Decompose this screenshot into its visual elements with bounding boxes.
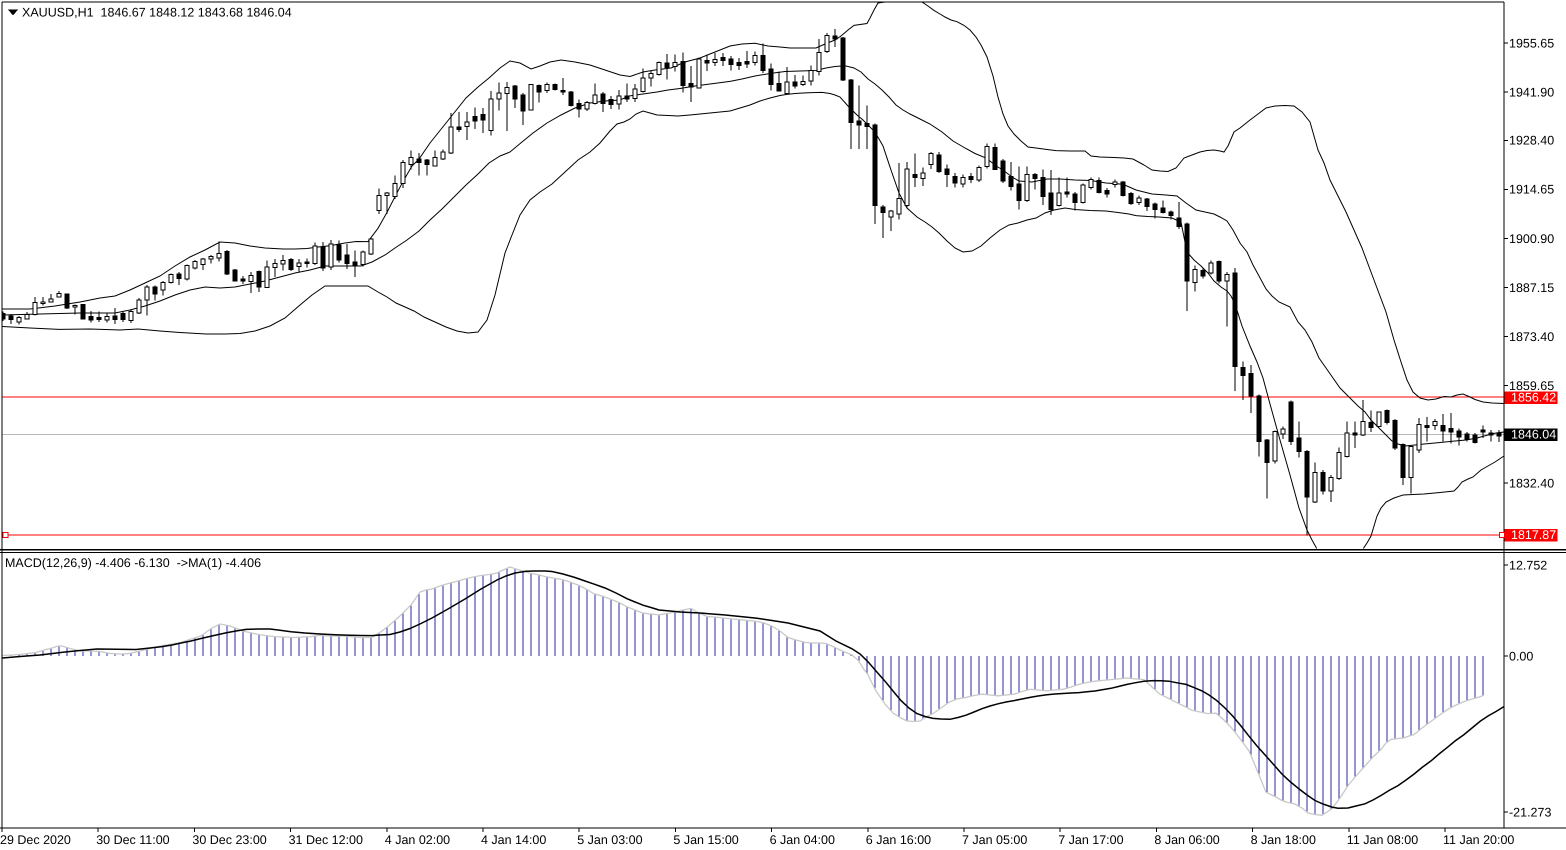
svg-text:1900.90: 1900.90 [1509,232,1554,246]
svg-text:31 Dec 12:00: 31 Dec 12:00 [289,833,363,847]
svg-text:1955.65: 1955.65 [1509,36,1554,50]
svg-text:4 Jan 02:00: 4 Jan 02:00 [385,833,450,847]
svg-text:8 Jan 18:00: 8 Jan 18:00 [1251,833,1316,847]
svg-text:6 Jan 16:00: 6 Jan 16:00 [866,833,931,847]
svg-text:12.752: 12.752 [1509,558,1547,572]
svg-text:MACD(12,26,9) -4.406 -6.130 -: MACD(12,26,9) -4.406 -6.130 ->MA(1) -4.4… [5,556,261,570]
svg-text:1817.87: 1817.87 [1511,528,1556,542]
svg-text:11 Jan 08:00: 11 Jan 08:00 [1347,833,1418,847]
svg-text:1887.15: 1887.15 [1509,281,1554,295]
svg-text:1832.40: 1832.40 [1509,476,1554,490]
svg-text:4 Jan 14:00: 4 Jan 14:00 [481,833,546,847]
svg-text:0.00: 0.00 [1509,649,1533,663]
svg-text:1859.65: 1859.65 [1509,379,1554,393]
svg-text:-21.273: -21.273 [1509,805,1551,819]
svg-text:XAUUSD,H1 1846.67 1848.12 184: XAUUSD,H1 1846.67 1848.12 1843.68 1846.0… [22,6,292,20]
svg-text:5 Jan 03:00: 5 Jan 03:00 [577,833,642,847]
svg-text:30 Dec 11:00: 30 Dec 11:00 [96,833,169,847]
svg-text:5 Jan 15:00: 5 Jan 15:00 [673,833,738,847]
svg-text:1928.40: 1928.40 [1509,134,1554,148]
svg-text:7 Jan 05:00: 7 Jan 05:00 [962,833,1027,847]
svg-text:11 Jan 20:00: 11 Jan 20:00 [1443,833,1514,847]
svg-text:1856.42: 1856.42 [1511,391,1556,405]
svg-text:7 Jan 17:00: 7 Jan 17:00 [1058,833,1123,847]
svg-text:6 Jan 04:00: 6 Jan 04:00 [770,833,835,847]
svg-text:1941.90: 1941.90 [1509,85,1554,99]
svg-text:1873.40: 1873.40 [1509,330,1554,344]
svg-text:29 Dec 2020: 29 Dec 2020 [0,833,71,847]
svg-text:1846.04: 1846.04 [1511,428,1556,442]
svg-text:8 Jan 06:00: 8 Jan 06:00 [1154,833,1219,847]
svg-text:30 Dec 23:00: 30 Dec 23:00 [192,833,266,847]
svg-text:1914.65: 1914.65 [1509,183,1554,197]
